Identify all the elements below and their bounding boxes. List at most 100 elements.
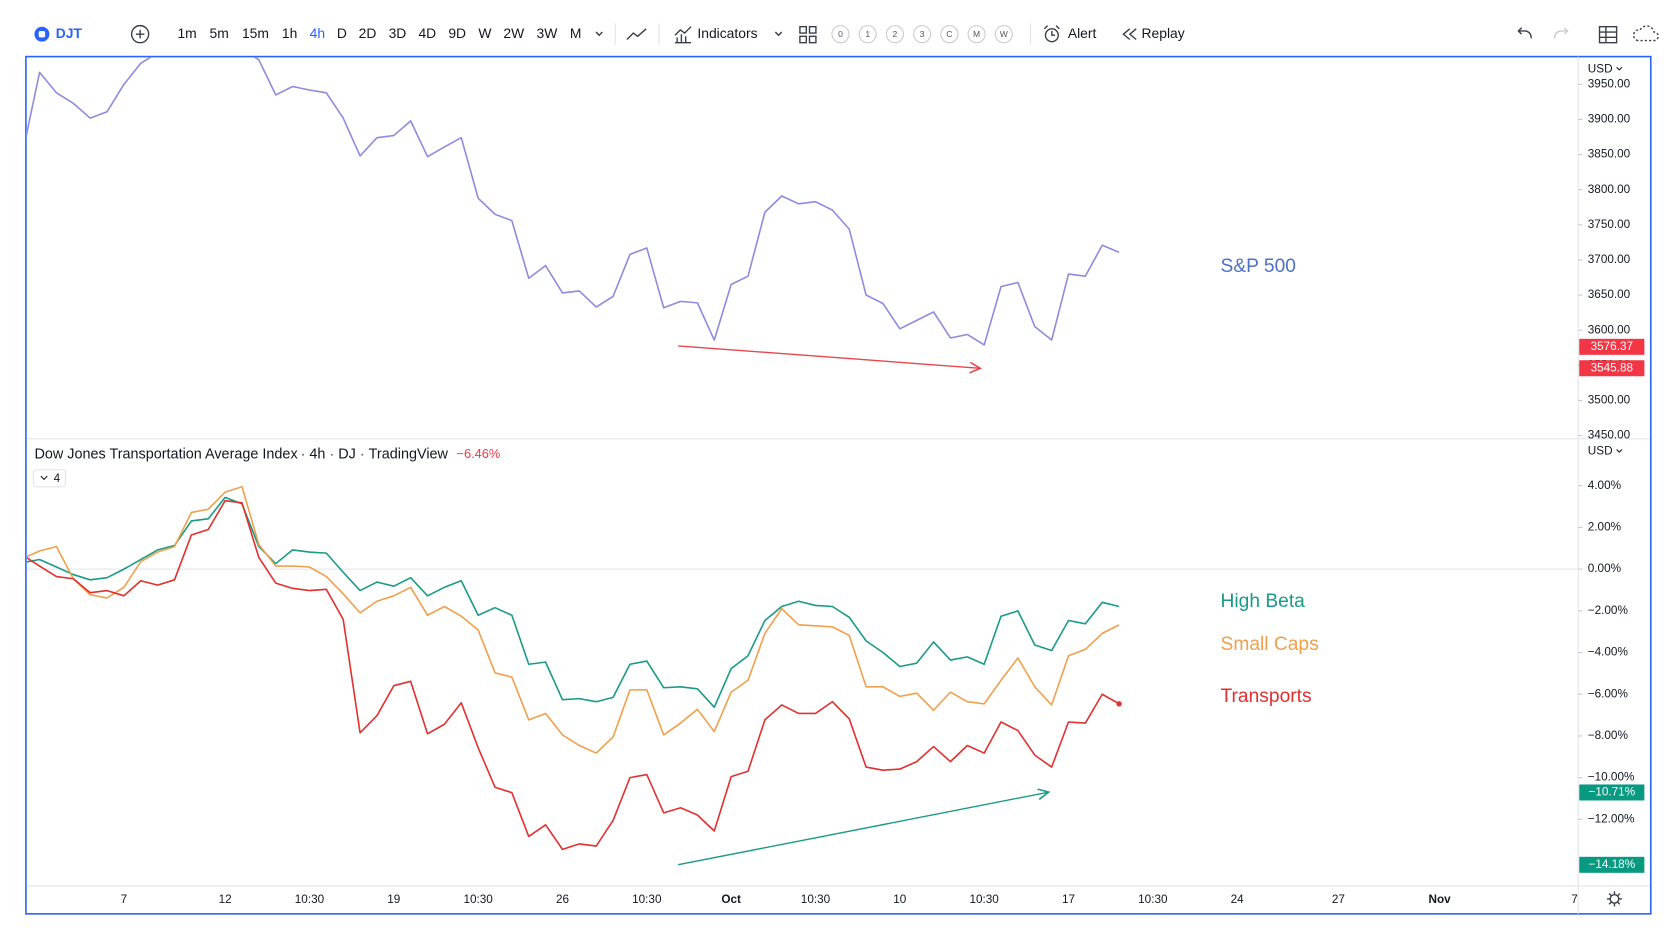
layout-button[interactable]: [858, 25, 877, 44]
currency-dropdown: [1616, 66, 1623, 71]
series-line: [26, 485, 1120, 754]
redo[interactable]: [1553, 27, 1569, 39]
price-label: [1579, 784, 1645, 801]
series-line: [26, 57, 1120, 346]
interval-button[interactable]: M: [570, 25, 582, 41]
y-tick-label: 3650.00: [1588, 288, 1631, 301]
interval-button[interactable]: 1h: [282, 25, 297, 41]
layout-button[interactable]: [885, 25, 904, 44]
alert-button[interactable]: Alert: [1068, 25, 1097, 41]
x-tick-label: 10:30: [632, 893, 662, 906]
interval-button[interactable]: 4h: [310, 25, 325, 41]
interval-button[interactable]: W: [478, 25, 492, 41]
layout-button[interactable]: [994, 25, 1013, 44]
interval-button[interactable]: 3W: [536, 25, 558, 41]
undo[interactable]: [1517, 27, 1532, 39]
layout-button-label: 0: [838, 29, 843, 39]
settings-gear[interactable]: [1606, 891, 1622, 907]
x-tick-label: 24: [1231, 893, 1245, 906]
layout-button[interactable]: [967, 25, 986, 44]
y-tick-label: −2.00%: [1588, 604, 1629, 617]
interval-button[interactable]: 4D: [418, 25, 436, 41]
legend-interval: 4h: [309, 447, 325, 463]
price-label-text: −14.18%: [1588, 858, 1635, 871]
interval-button[interactable]: 1m: [177, 25, 196, 41]
series-label: Transports: [1221, 686, 1312, 707]
price-label: [1579, 338, 1645, 355]
interval-button[interactable]: 2W: [503, 25, 525, 41]
layout-button-label: W: [1000, 29, 1009, 39]
indicator-toggle[interactable]: [32, 469, 66, 488]
x-tick-label: 27: [1332, 893, 1345, 906]
x-tick-label: 10:30: [1138, 893, 1168, 906]
price-label: [1579, 360, 1645, 377]
series-line: [26, 496, 1120, 708]
y-tick-label: 3450.00: [1588, 429, 1631, 442]
y-tick-label: 3700.00: [1588, 253, 1631, 266]
layout-icon[interactable]: [799, 25, 817, 44]
add-symbol[interactable]: [130, 24, 150, 44]
interval-button[interactable]: D: [337, 25, 347, 41]
x-tick-label: 10:30: [801, 893, 831, 906]
legend-source: TradingView: [369, 447, 449, 463]
price-label: [1579, 856, 1645, 873]
replay-icon[interactable]: [1122, 28, 1137, 41]
layout-button[interactable]: [831, 25, 850, 44]
alert-icon[interactable]: [1044, 28, 1059, 43]
interval-button[interactable]: 9D: [448, 25, 466, 41]
y-tick-label: 3500.00: [1588, 394, 1631, 407]
y-tick-label: −10.00%: [1588, 771, 1635, 784]
currency-bg: [1580, 443, 1645, 461]
x-tick-label: 7: [121, 893, 128, 906]
series-label: Small Caps: [1221, 634, 1319, 655]
x-tick-label: 10: [893, 893, 907, 906]
y-tick-label: 0.00%: [1588, 562, 1622, 575]
layout-button-label: 2: [893, 29, 898, 39]
legend-change: −6.46%: [456, 446, 500, 461]
alert-icon-hands: [1043, 25, 1060, 36]
interval-button[interactable]: 15m: [242, 25, 269, 41]
interval-button[interactable]: 2D: [359, 25, 377, 41]
y-tick-label: 3750.00: [1588, 218, 1631, 231]
currency[interactable]: USD: [1588, 62, 1613, 75]
x-tick-label: 26: [556, 893, 570, 906]
interval-button[interactable]: 5m: [210, 25, 229, 41]
x-tick-label: 12: [219, 893, 232, 906]
cloud[interactable]: [1632, 25, 1659, 42]
y-tick-label: 3850.00: [1588, 148, 1631, 161]
symbol-icon-inner: [38, 30, 46, 38]
indicators-dropdown[interactable]: [774, 31, 783, 37]
price-label-text: −10.71%: [1588, 786, 1635, 799]
indicator-count: 4: [54, 472, 61, 485]
y-tick-label: 2.00%: [1588, 521, 1622, 534]
y-tick-label: 3950.00: [1588, 77, 1631, 90]
y-tick-label: −12.00%: [1588, 812, 1635, 825]
layout-button-label: C: [946, 29, 952, 39]
x-tick-label: Oct: [721, 893, 741, 906]
y-tick-label: −8.00%: [1588, 729, 1629, 742]
legend-separator: [301, 453, 305, 456]
layout-table[interactable]: [1598, 25, 1618, 44]
y-tick-label: 3800.00: [1588, 183, 1631, 196]
symbol[interactable]: DJT: [56, 25, 83, 41]
last-point: [1116, 701, 1122, 707]
layout-button-label: 3: [920, 29, 925, 39]
replay-button[interactable]: Replay: [1142, 25, 1185, 41]
currency-bg: [1580, 60, 1645, 78]
interval-dropdown[interactable]: [595, 31, 603, 37]
legend-separator: [361, 453, 364, 456]
chart-type[interactable]: [626, 28, 647, 40]
interval-button[interactable]: 3D: [389, 25, 407, 41]
y-tick-label: −6.00%: [1588, 687, 1629, 700]
series-label: S&P 500: [1221, 256, 1296, 277]
price-label-text: 3545.88: [1591, 361, 1634, 374]
currency[interactable]: USD: [1588, 445, 1613, 458]
indicators-icon[interactable]: [674, 26, 692, 44]
layout-button[interactable]: [940, 25, 959, 44]
layout-button-label: M: [973, 29, 980, 39]
layout-button[interactable]: [913, 25, 932, 44]
y-tick-label: −4.00%: [1588, 646, 1629, 659]
indicators-button[interactable]: Indicators: [697, 25, 757, 41]
